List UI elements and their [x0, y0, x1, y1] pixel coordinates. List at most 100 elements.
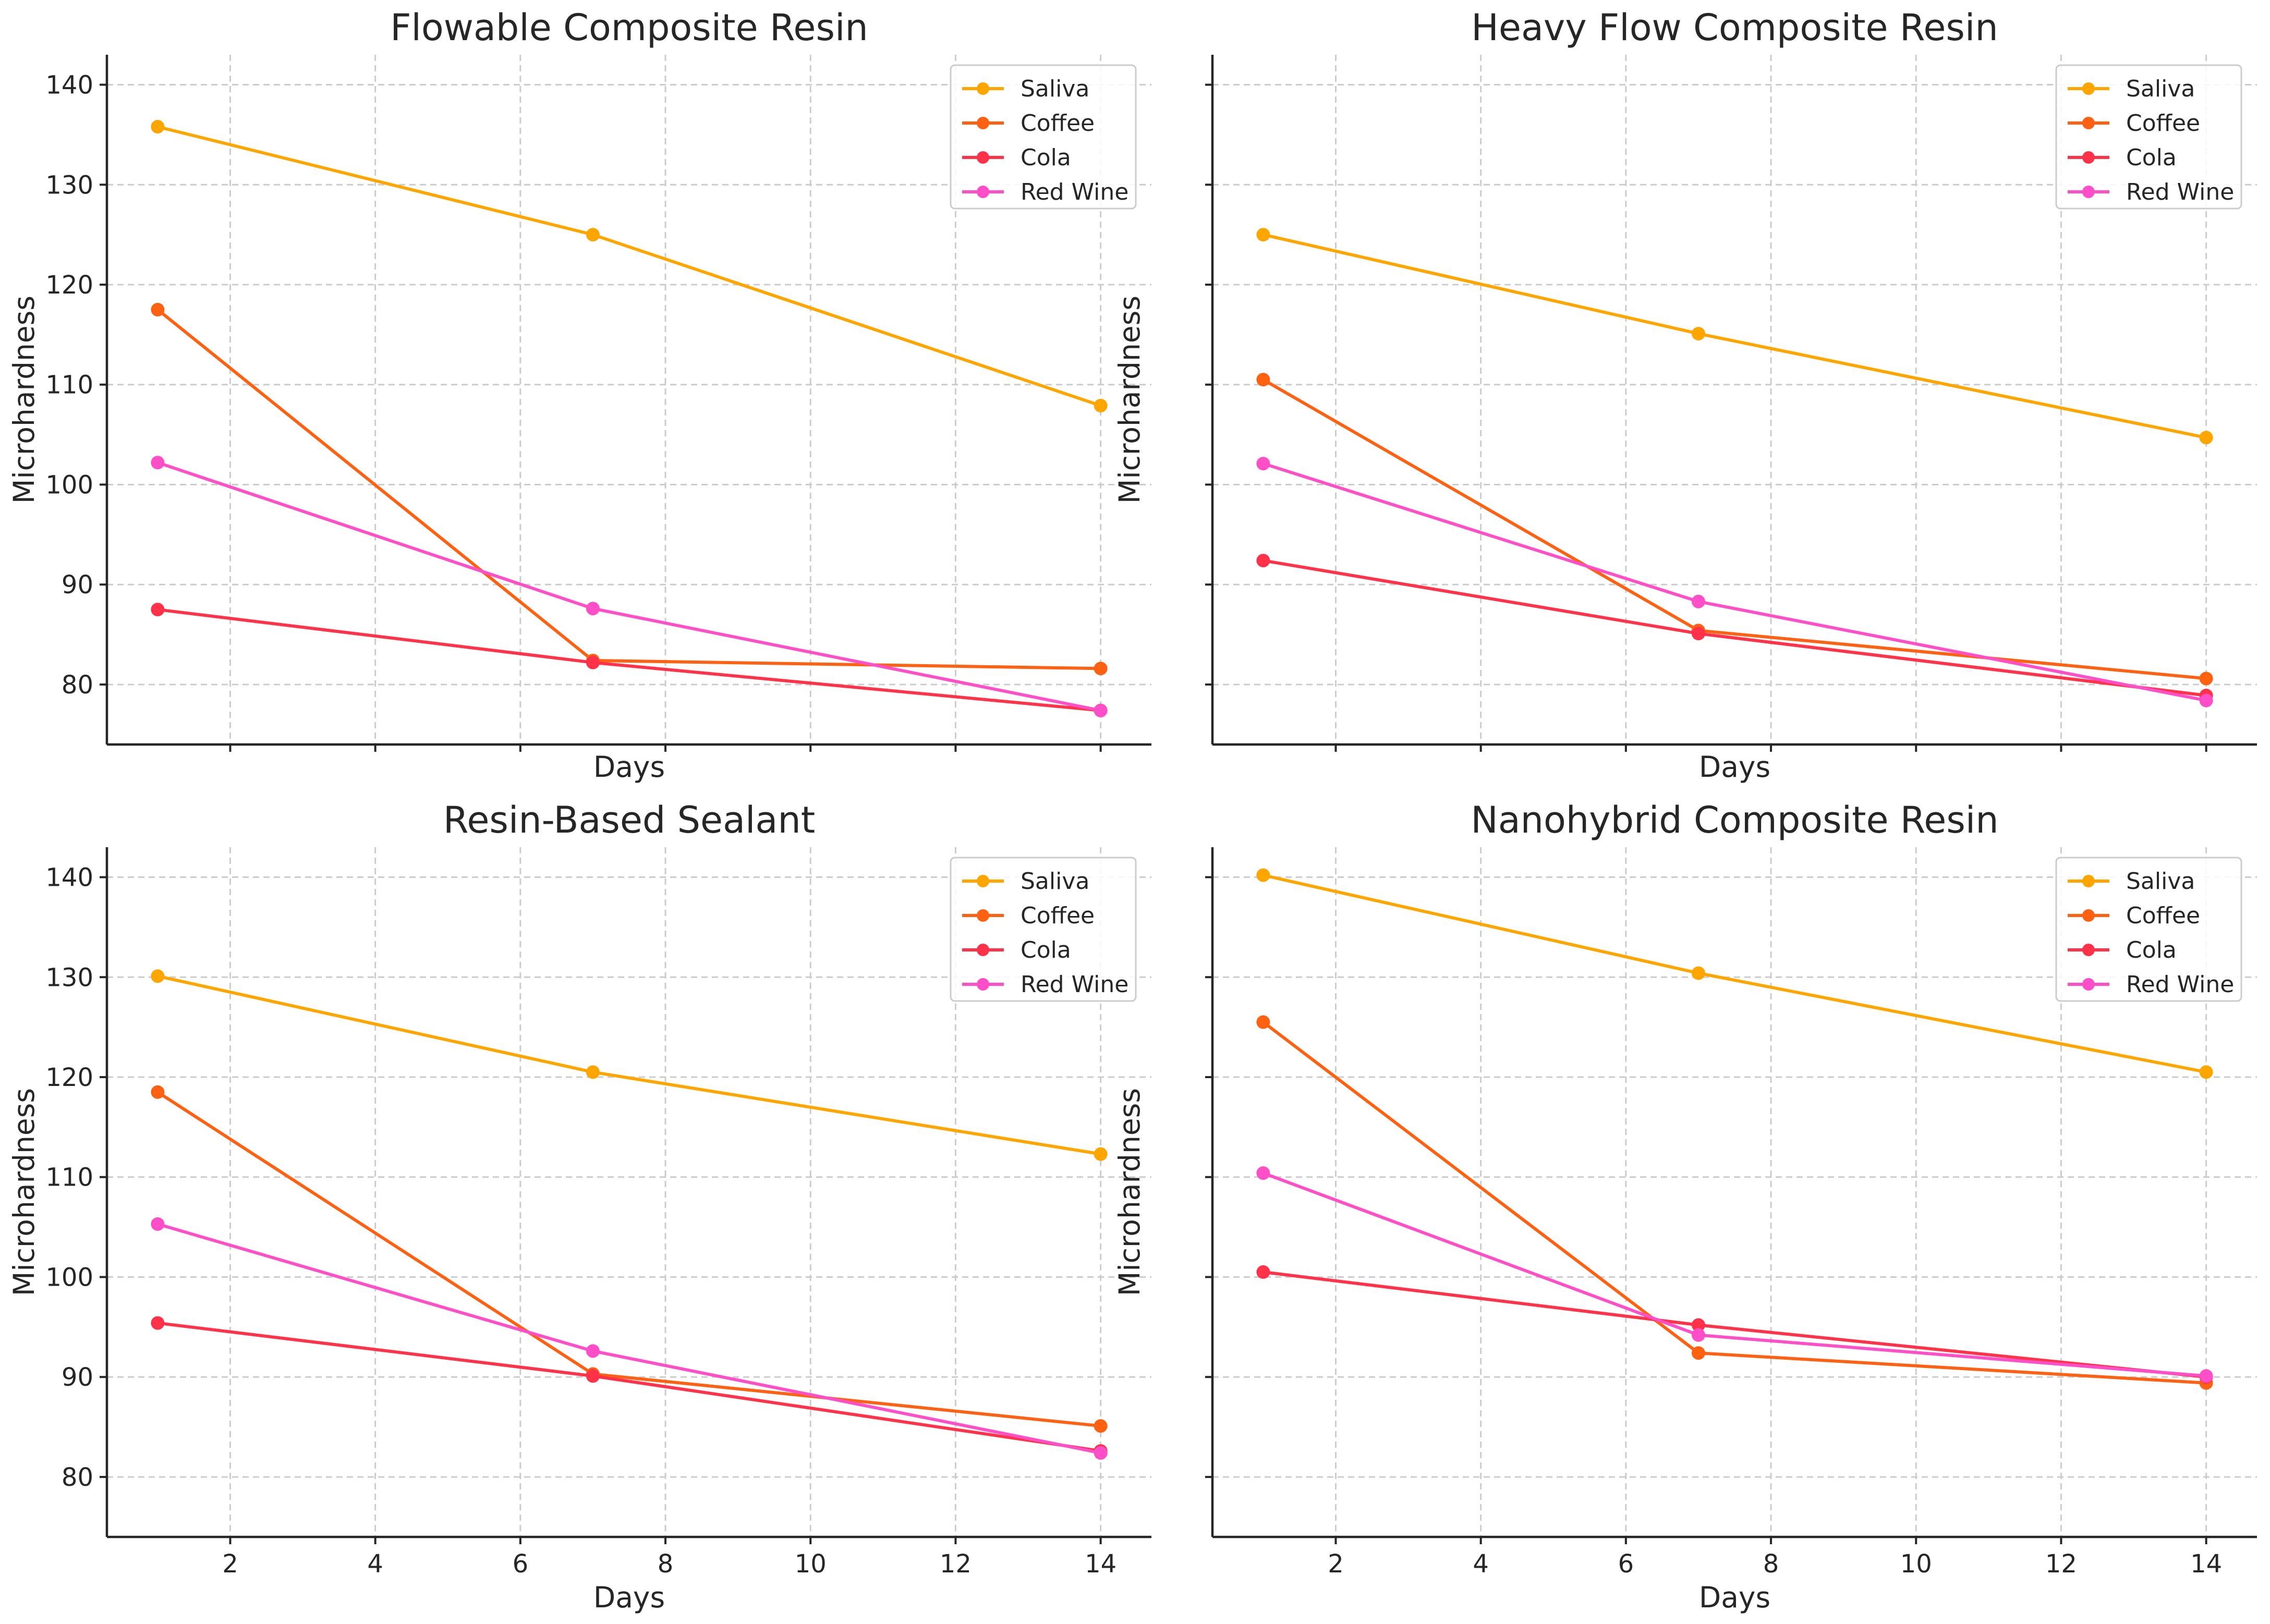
x-tick-label: 8 [1763, 1549, 1779, 1579]
data-point [151, 456, 165, 470]
data-point [1691, 1318, 1705, 1332]
y-tick-label: 100 [45, 470, 93, 499]
data-point [586, 1344, 600, 1358]
x-tick-label: 4 [1473, 1549, 1489, 1579]
series-line-red-wine [157, 1223, 1101, 1455]
legend-label: Saliva [1021, 76, 1089, 102]
legend-label: Saliva [1021, 868, 1089, 895]
series-line-coffee [1262, 378, 2206, 680]
series-line-cola [157, 1321, 1101, 1453]
subplot-1: 80 90 100 110 120 130 140 Flowable Composite Re… [7, 6, 1151, 784]
x-tick-label: 14 [1085, 1549, 1116, 1579]
chart-title: Resin-Based Sealant [443, 799, 815, 841]
data-point [151, 302, 165, 316]
data-point [1094, 1147, 1108, 1161]
x-axis-label: Days [1699, 1581, 1770, 1614]
data-point [1256, 457, 1270, 471]
data-point [1094, 703, 1108, 717]
y-tick-label: 120 [45, 271, 93, 300]
y-tick-label: 140 [45, 863, 93, 893]
x-tick-label: 12 [2045, 1549, 2077, 1579]
legend-label: Coffee [1021, 902, 1095, 929]
legend-label: Red Wine [1021, 971, 1128, 998]
legend: Saliva Coffee Cola Red Wine [950, 857, 1137, 1002]
legend-marker [977, 82, 989, 95]
data-point [1094, 1419, 1108, 1433]
y-axis-label: Microhardness [7, 296, 41, 504]
legend: Saliva Coffee Cola Red Wine [950, 64, 1137, 210]
subplot-2: Heavy Flow Composite Resin Days Microhardn… [1113, 6, 2257, 784]
y-axis-label: Microhardness [1113, 296, 1146, 504]
y-tick-label: 80 [62, 670, 93, 700]
legend-label: Coffee [2126, 110, 2200, 137]
data-point [151, 1085, 165, 1099]
legend-label: Cola [2126, 144, 2177, 171]
x-tick-label: 2 [222, 1549, 238, 1579]
legend-marker [977, 978, 989, 991]
subplot-4: 2 4 6 8 10 12 14 Nanohybrid Composite Resin Days… [1113, 799, 2257, 1614]
y-tick-label: 110 [45, 371, 93, 400]
x-tick-label: 14 [2190, 1549, 2222, 1579]
series-line-saliva [1263, 233, 2207, 439]
legend-label: Coffee [1021, 110, 1095, 137]
data-point [1691, 627, 1705, 641]
legend-label: Cola [2126, 937, 2177, 963]
x-tick-label: 6 [513, 1549, 529, 1579]
data-point [586, 602, 600, 616]
series-line-saliva [157, 974, 1101, 1156]
y-tick-label: 90 [62, 570, 93, 600]
data-point [1691, 1346, 1705, 1360]
legend-marker [977, 909, 989, 922]
y-tick-label: 130 [45, 963, 93, 992]
x-tick-label: 12 [940, 1549, 972, 1579]
data-point [151, 969, 165, 983]
legend-label: Red Wine [2126, 971, 2234, 998]
subplot-3: 2 4 6 8 10 12 14 80 90 100 110 120 130 140 Resin-Based… [7, 799, 1151, 1614]
x-tick-label: 10 [1900, 1549, 1932, 1579]
data-point [151, 120, 165, 134]
data-point [1691, 966, 1705, 980]
data-point [1094, 662, 1108, 676]
data-point [1094, 1446, 1108, 1460]
legend-marker [2082, 978, 2095, 991]
data-point [1691, 326, 1705, 340]
data-point [1256, 868, 1270, 882]
x-axis-label: Days [1699, 750, 1770, 784]
legend-frame [2055, 857, 2242, 1002]
data-point [151, 603, 165, 617]
x-axis-label: Days [593, 1581, 665, 1614]
legend-label: Red Wine [2126, 179, 2234, 205]
data-point [586, 1369, 600, 1383]
data-point [2199, 1065, 2213, 1079]
y-tick-label: 110 [45, 1163, 93, 1192]
chart-title: Heavy Flow Composite Resin [1471, 6, 1998, 49]
data-point [151, 1217, 165, 1231]
data-point [1256, 1015, 1270, 1029]
series-line-red-wine [157, 461, 1101, 712]
y-tick-label: 130 [45, 170, 93, 200]
legend-marker [2082, 117, 2095, 129]
data-point [1256, 373, 1270, 387]
chart-title: Flowable Composite Resin [390, 6, 868, 49]
legend-marker [977, 944, 989, 956]
x-tick-label: 2 [1328, 1549, 1344, 1579]
y-tick-label: 80 [62, 1463, 93, 1492]
data-point [1256, 1166, 1270, 1180]
data-point [1256, 228, 1270, 242]
legend: Saliva Coffee Cola Red Wine [2055, 857, 2242, 1002]
legend-label: Saliva [2126, 868, 2195, 895]
data-point [2199, 671, 2213, 686]
data-point [2199, 693, 2213, 707]
series-line-cola [1263, 559, 2206, 697]
series-line-coffee [156, 1091, 1101, 1428]
legend-marker [977, 117, 989, 129]
y-tick-label: 120 [45, 1063, 93, 1092]
data-point [1691, 594, 1705, 608]
data-point [586, 228, 600, 242]
y-tick-label: 140 [45, 71, 93, 100]
legend-marker [2082, 944, 2095, 956]
legend-label: Coffee [2126, 902, 2200, 929]
y-axis-label: Microhardness [7, 1088, 41, 1296]
y-tick-label: 100 [45, 1263, 93, 1292]
